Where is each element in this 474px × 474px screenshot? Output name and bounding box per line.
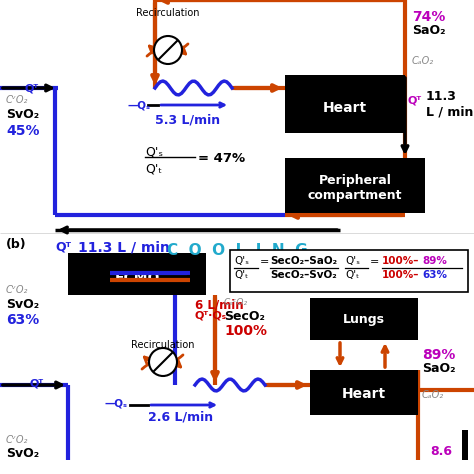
Text: Qᵀ: Qᵀ (55, 240, 71, 253)
Text: Qᵀ·Qₛ: Qᵀ·Qₛ (195, 311, 227, 321)
Text: SaO₂: SaO₂ (422, 362, 456, 375)
Text: Qᵀ: Qᵀ (408, 95, 422, 105)
Bar (230, 250, 468, 292)
Text: —Qₛ: —Qₛ (128, 100, 151, 110)
Text: Recirculation: Recirculation (136, 8, 200, 18)
Bar (285, 158, 425, 213)
Text: CᵛO₂: CᵛO₂ (6, 95, 28, 105)
Text: Lungs: Lungs (343, 313, 385, 327)
Text: Q'ₜ: Q'ₜ (345, 270, 359, 280)
Text: Qᵀ: Qᵀ (25, 83, 39, 93)
Text: 63%: 63% (422, 270, 447, 280)
Text: 6 L/min: 6 L/min (195, 298, 244, 311)
Text: 100%: 100% (224, 324, 267, 338)
Text: CᵛO₂: CᵛO₂ (6, 285, 28, 295)
Text: = 47%: = 47% (198, 152, 245, 165)
Bar (68, 253, 206, 295)
Text: =: = (370, 257, 379, 267)
Bar (462, 430, 468, 460)
Text: 45%: 45% (6, 124, 39, 138)
Text: Q'ₛ: Q'ₛ (145, 145, 163, 158)
Text: Q'ₛ: Q'ₛ (345, 256, 360, 266)
Circle shape (149, 348, 177, 376)
Text: 11.3
L / min: 11.3 L / min (426, 90, 474, 118)
Text: 89%: 89% (422, 256, 447, 266)
Text: 100%–: 100%– (382, 270, 419, 280)
Text: SvO₂: SvO₂ (6, 298, 39, 311)
Text: Qᵀ: Qᵀ (30, 378, 44, 388)
Text: SecO₂–SvO₂: SecO₂–SvO₂ (270, 270, 337, 280)
Text: Peripheral
compartment: Peripheral compartment (308, 174, 402, 202)
Text: Heart: Heart (342, 387, 386, 401)
Text: (b): (b) (6, 238, 27, 251)
Text: SecO₂: SecO₂ (224, 310, 265, 323)
Text: —Qₛ: —Qₛ (105, 398, 128, 408)
Text: 11.3 L / min: 11.3 L / min (78, 240, 170, 254)
Text: CₐO₂: CₐO₂ (422, 390, 444, 400)
Circle shape (154, 36, 182, 64)
Text: CᵛO₂: CᵛO₂ (6, 435, 28, 445)
Text: C  O  O  L  I  N  G: C O O L I N G (167, 243, 307, 258)
Text: 8.6: 8.6 (430, 445, 452, 458)
Bar (285, 75, 405, 133)
Text: Q'ₜ: Q'ₜ (234, 270, 248, 280)
Text: SvO₂: SvO₂ (6, 447, 39, 460)
Text: 2.6 L/min: 2.6 L/min (148, 410, 213, 423)
Bar (310, 370, 418, 415)
Text: =: = (260, 257, 269, 267)
Text: Q'ₛ: Q'ₛ (234, 256, 249, 266)
Text: Heart: Heart (323, 101, 367, 115)
Text: SecO₂–SaO₂: SecO₂–SaO₂ (270, 256, 337, 266)
Text: 89%: 89% (422, 348, 456, 362)
Text: Recirculation: Recirculation (131, 340, 195, 350)
Text: SvO₂: SvO₂ (6, 108, 39, 121)
Text: Q'ₜ: Q'ₜ (145, 162, 162, 175)
Text: SaO₂: SaO₂ (412, 24, 446, 37)
Text: 63%: 63% (6, 313, 39, 327)
Text: 5.3 L/min: 5.3 L/min (155, 113, 220, 126)
Text: 100%–: 100%– (382, 256, 419, 266)
Bar (310, 298, 418, 340)
Text: ECMO: ECMO (114, 271, 160, 285)
Text: CₐO₂: CₐO₂ (412, 56, 434, 66)
Text: 74%: 74% (412, 10, 446, 24)
Text: CₑᶜO₂: CₑᶜO₂ (224, 298, 248, 307)
